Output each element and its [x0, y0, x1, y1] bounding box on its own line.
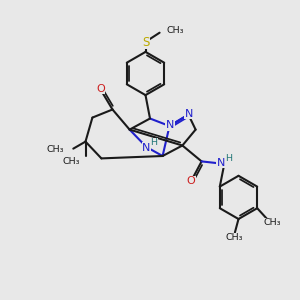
Text: N: N: [184, 109, 193, 119]
Text: N: N: [142, 142, 151, 153]
Text: H: H: [150, 138, 157, 147]
Text: CH₃: CH₃: [263, 218, 281, 227]
Text: S: S: [142, 36, 149, 49]
Text: O: O: [96, 84, 105, 94]
Text: CH₃: CH₃: [46, 145, 64, 154]
Text: CH₃: CH₃: [63, 157, 80, 166]
Text: N: N: [217, 158, 225, 168]
Text: CH₃: CH₃: [167, 26, 184, 35]
Text: CH₃: CH₃: [226, 233, 243, 242]
Text: O: O: [186, 176, 195, 186]
Text: N: N: [166, 120, 174, 130]
Text: H: H: [225, 154, 233, 163]
